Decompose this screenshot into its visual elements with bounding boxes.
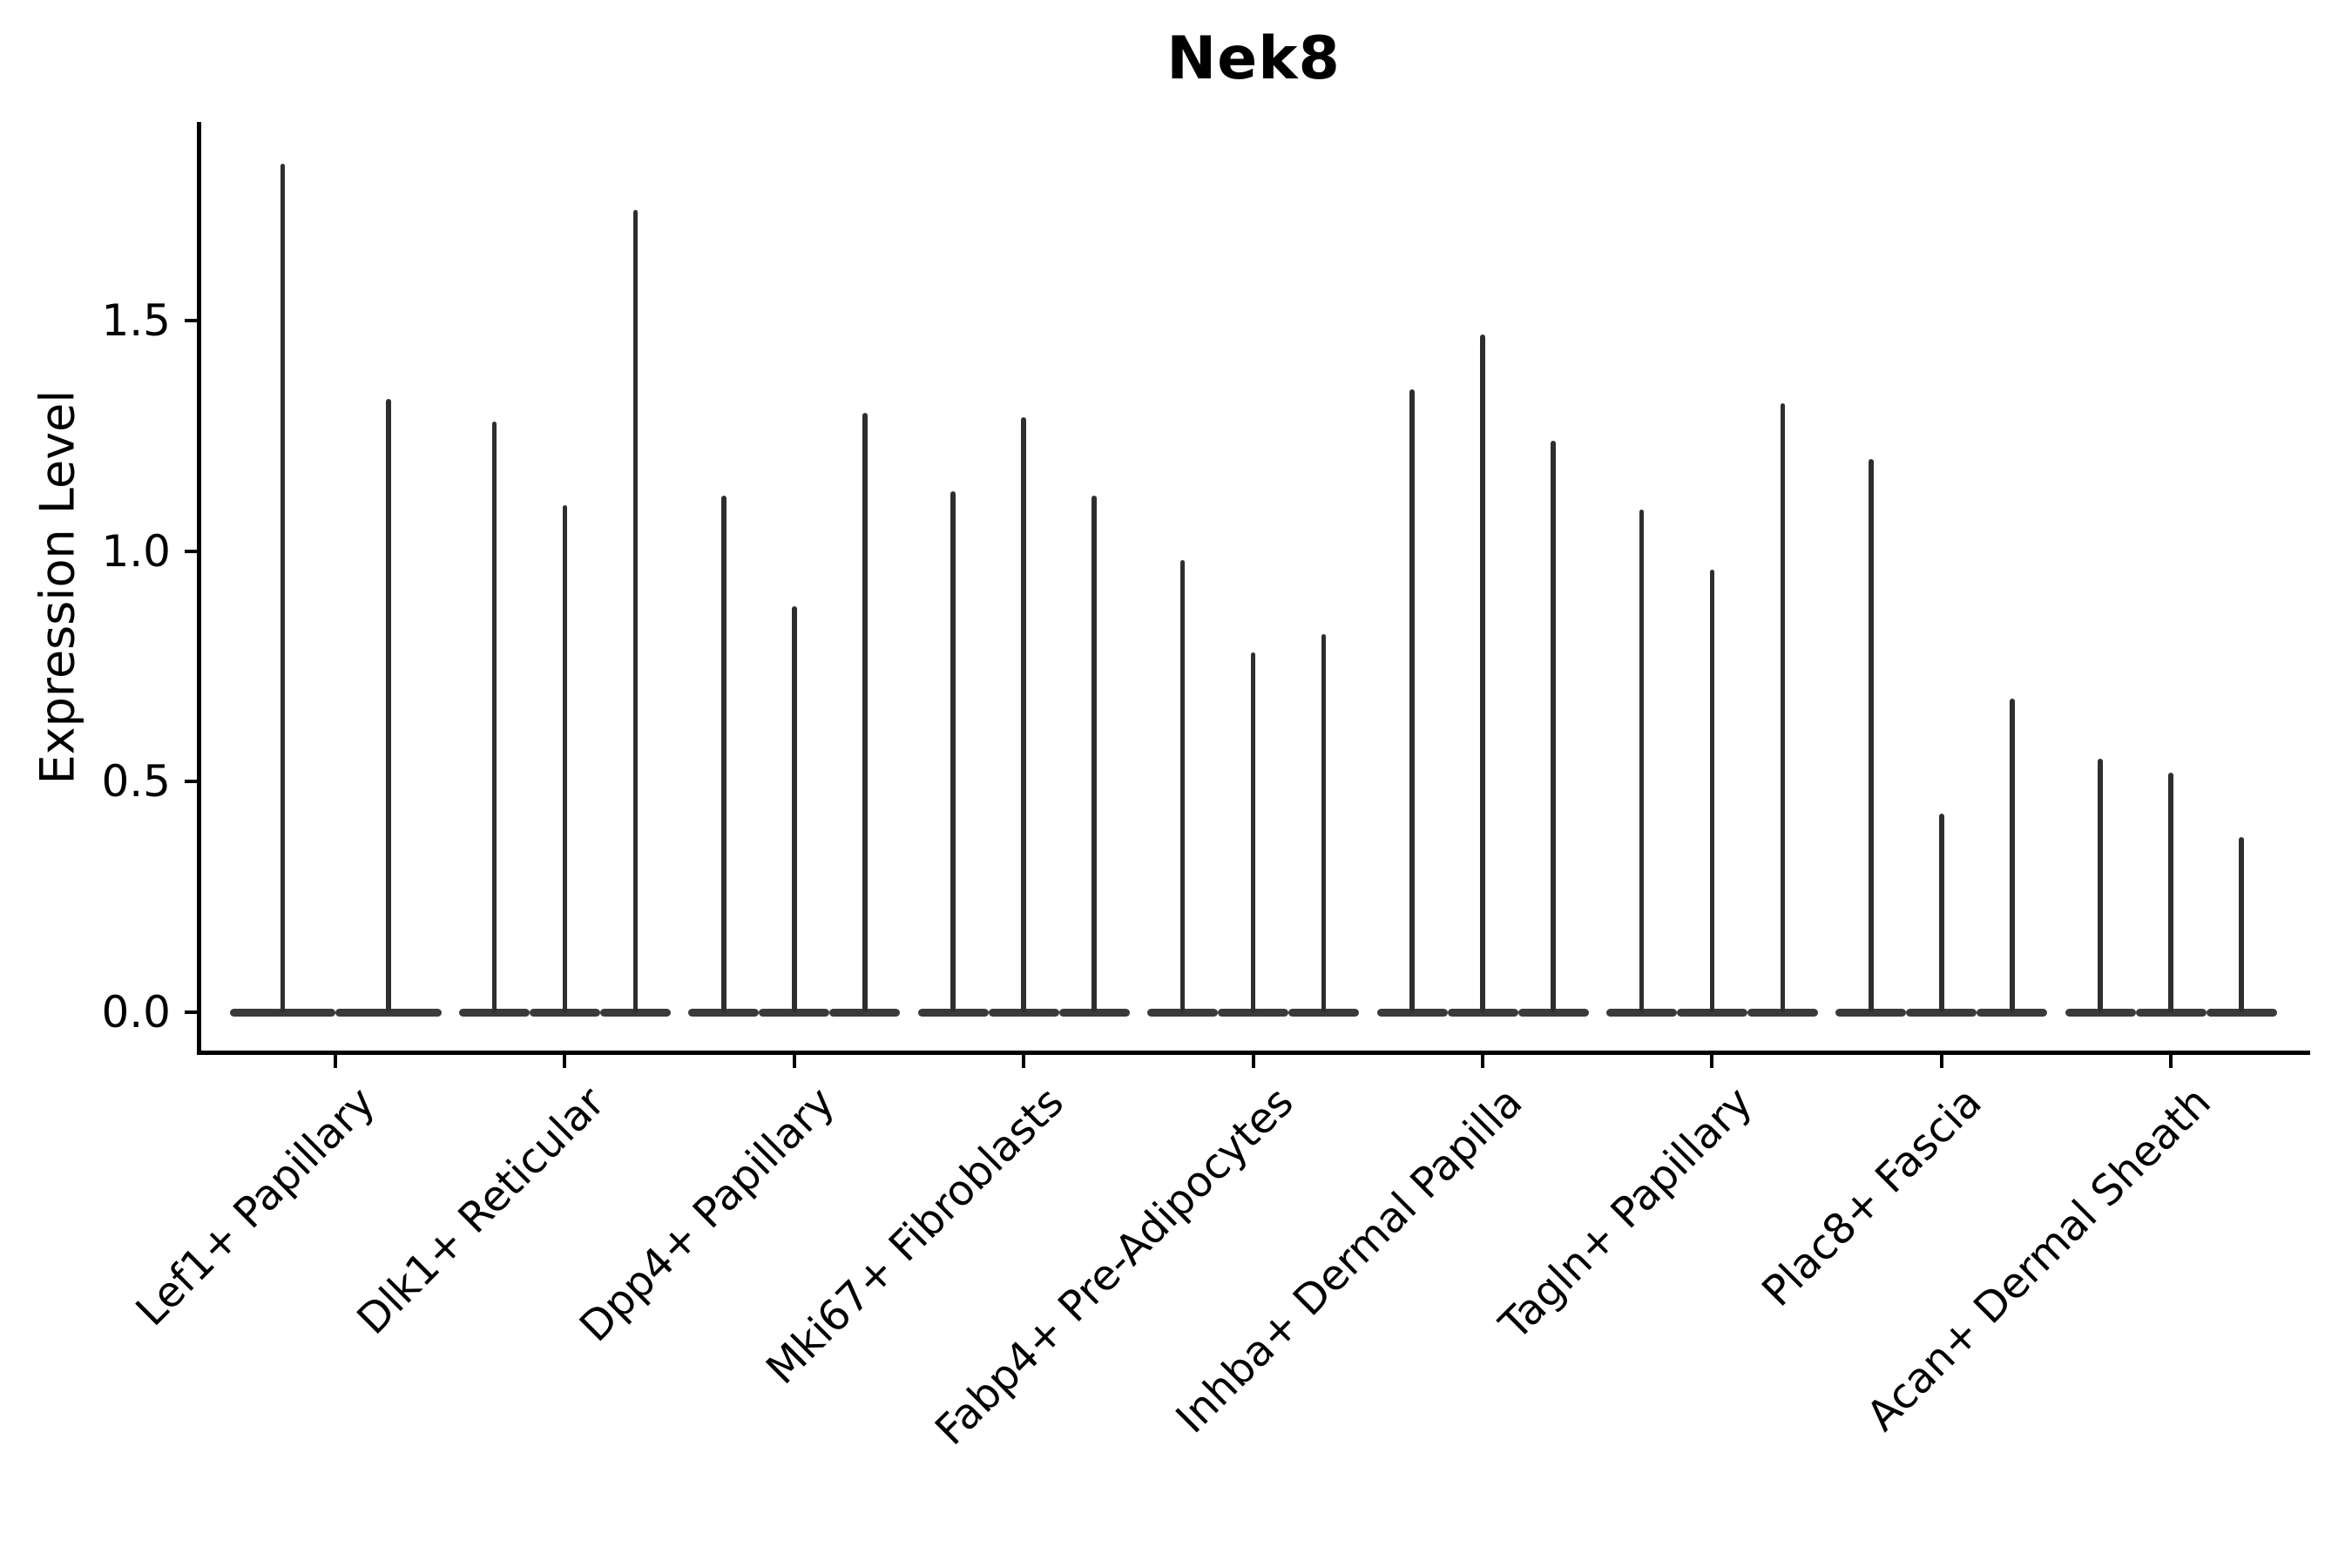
violin-base (1977, 1008, 2048, 1017)
violin-base (2206, 1008, 2277, 1017)
violin-spike (1092, 496, 1097, 1012)
violin-base (1447, 1008, 1518, 1017)
violin-spike (1250, 652, 1256, 1012)
violin-spike (792, 606, 797, 1012)
violin-spike (1551, 440, 1556, 1012)
violin-spike (721, 496, 727, 1012)
violin-base (1517, 1008, 1589, 1017)
x-tick (334, 1055, 337, 1068)
violin-spike (1480, 334, 1485, 1012)
violin-spike (1709, 569, 1715, 1012)
x-axis-category-label: Tagln+ Papillary (1490, 1078, 1762, 1349)
violin-base (1218, 1008, 1289, 1017)
x-axis-category-label: Dlk1+ Reticular (348, 1078, 615, 1344)
violin-spike (632, 210, 639, 1012)
violin-spike (2010, 699, 2015, 1012)
x-tick (2169, 1055, 2173, 1068)
violin-base (1058, 1008, 1130, 1017)
x-axis-category-label: Lef1+ Papillary (126, 1078, 385, 1336)
x-tick (792, 1055, 796, 1068)
violin-spike (386, 399, 391, 1012)
y-tick (185, 319, 199, 323)
y-tick-label: 1.5 (101, 295, 171, 347)
x-tick (563, 1055, 567, 1068)
violin-base (1147, 1008, 1219, 1017)
violin-spike (491, 422, 497, 1012)
violin-base (917, 1008, 989, 1017)
violin-base (759, 1008, 830, 1017)
x-axis-category-label: Dpp4+ Papillary (570, 1078, 844, 1352)
y-tick-label: 0.0 (101, 987, 171, 1037)
violin-spike (1869, 458, 1874, 1012)
violin-spike (2239, 836, 2244, 1012)
violin-spike (2168, 772, 2173, 1012)
violin-spike (1639, 510, 1645, 1012)
violin-base (2135, 1008, 2207, 1017)
y-tick (185, 780, 199, 784)
violin-spike (950, 490, 956, 1012)
x-tick (1251, 1055, 1255, 1068)
violin-base (2065, 1008, 2136, 1017)
chart-title: Nek8 (1166, 24, 1341, 93)
violin-base (458, 1008, 530, 1017)
x-tick (1710, 1055, 1714, 1068)
violin-base (1747, 1008, 1818, 1017)
violin-spike (280, 164, 285, 1012)
violin-base (1605, 1008, 1677, 1017)
violin-base (688, 1008, 760, 1017)
violin-spike (2098, 758, 2103, 1012)
violin-base (1288, 1008, 1360, 1017)
x-axis-spine (197, 1051, 2310, 1055)
violin-spike (1179, 560, 1186, 1012)
violin-base (1906, 1008, 1977, 1017)
violin-spike (862, 412, 868, 1012)
x-tick (1481, 1055, 1484, 1068)
y-tick-label: 0.5 (101, 756, 171, 808)
violin-base (335, 1008, 442, 1017)
y-axis-spine (197, 122, 201, 1055)
y-axis-label: Expression Level (30, 389, 85, 785)
violin-spike (1321, 633, 1327, 1012)
violin-base (829, 1008, 901, 1017)
x-axis-category-label: Plac8+ Fascia (1753, 1078, 1991, 1316)
x-tick (1939, 1055, 1943, 1068)
violin-base (1376, 1008, 1448, 1017)
violin-base (988, 1008, 1059, 1017)
violin-base (229, 1008, 335, 1017)
violin-base (1835, 1008, 1907, 1017)
violin-base (599, 1008, 671, 1017)
y-tick (185, 549, 199, 553)
y-tick (185, 1010, 199, 1014)
violin-spike (1780, 403, 1786, 1012)
x-tick (1022, 1055, 1026, 1068)
violin-base (1676, 1008, 1747, 1017)
violin-base (529, 1008, 600, 1017)
violin-spike (1409, 389, 1415, 1012)
violin-spike (1939, 814, 1944, 1012)
y-tick-label: 1.0 (101, 525, 171, 577)
violin-spike (1021, 417, 1026, 1012)
violin-spike (562, 504, 568, 1012)
